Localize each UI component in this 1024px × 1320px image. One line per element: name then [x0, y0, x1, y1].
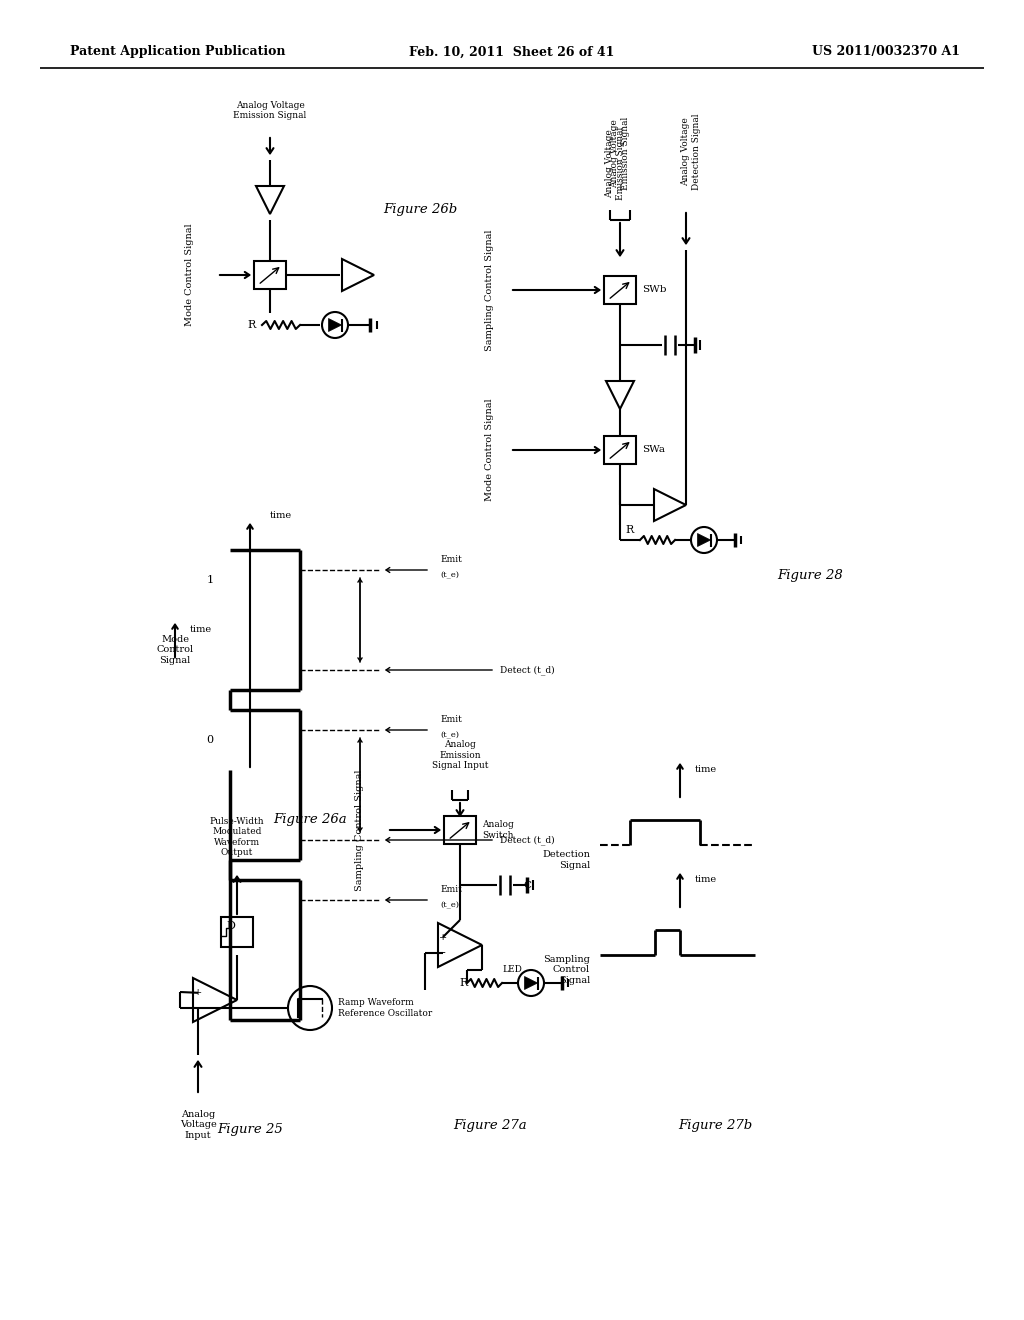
- Text: (t_e): (t_e): [440, 731, 459, 739]
- Text: (t_e): (t_e): [440, 902, 459, 909]
- Circle shape: [288, 986, 332, 1030]
- Polygon shape: [329, 318, 341, 331]
- Text: Feb. 10, 2011  Sheet 26 of 41: Feb. 10, 2011 Sheet 26 of 41: [410, 45, 614, 58]
- Text: Analog Voltage
Detection Signal: Analog Voltage Detection Signal: [681, 114, 700, 190]
- Text: D: D: [226, 921, 236, 931]
- Circle shape: [322, 312, 348, 338]
- Text: Analog
Emission
Signal Input: Analog Emission Signal Input: [432, 741, 488, 770]
- Text: R: R: [460, 978, 468, 987]
- Text: Analog
Voltage
Input: Analog Voltage Input: [179, 1110, 216, 1139]
- Text: Sampling Control Signal: Sampling Control Signal: [485, 230, 495, 351]
- Bar: [254, 261, 286, 289]
- Text: time: time: [695, 875, 717, 884]
- Text: Patent Application Publication: Patent Application Publication: [70, 45, 286, 58]
- Text: Mode
Control
Signal: Mode Control Signal: [157, 635, 194, 665]
- Polygon shape: [524, 977, 538, 990]
- Text: Sampling
Control
Signal: Sampling Control Signal: [543, 956, 590, 985]
- Text: Figure 26b: Figure 26b: [383, 203, 457, 216]
- Text: (t_e): (t_e): [440, 572, 459, 579]
- Text: Figure 27b: Figure 27b: [678, 1118, 752, 1131]
- Text: Figure 25: Figure 25: [217, 1123, 283, 1137]
- Text: time: time: [695, 766, 717, 775]
- Text: 0: 0: [207, 735, 214, 744]
- Bar: [221, 917, 253, 946]
- Circle shape: [691, 527, 717, 553]
- Text: C: C: [523, 880, 531, 890]
- Text: Analog Voltage
Emission Signal: Analog Voltage Emission Signal: [605, 127, 625, 201]
- Text: -: -: [197, 1003, 200, 1012]
- Text: Analog
Switch: Analog Switch: [482, 820, 514, 840]
- Text: Pulse-Width
Modulated
Waveform
Output: Pulse-Width Modulated Waveform Output: [210, 817, 264, 857]
- Text: R: R: [626, 525, 634, 535]
- Text: Figure 28: Figure 28: [777, 569, 843, 582]
- Text: 1: 1: [207, 576, 214, 585]
- Text: -: -: [441, 948, 444, 958]
- Text: US 2011/0032370 A1: US 2011/0032370 A1: [812, 45, 961, 58]
- Text: Detect (t_d): Detect (t_d): [500, 665, 555, 675]
- Text: Detection
Signal: Detection Signal: [542, 850, 590, 870]
- Text: Ramp Waveform
Reference Oscillator: Ramp Waveform Reference Oscillator: [338, 998, 432, 1018]
- Text: Emit: Emit: [440, 715, 462, 725]
- Bar: [604, 276, 636, 304]
- Text: Emit: Emit: [440, 886, 462, 895]
- Text: Figure 26a: Figure 26a: [273, 813, 347, 826]
- Text: LED: LED: [502, 965, 522, 974]
- Text: Sampling Control Signal: Sampling Control Signal: [355, 770, 365, 891]
- Text: Mode Control Signal: Mode Control Signal: [485, 399, 495, 502]
- Text: Mode Control Signal: Mode Control Signal: [185, 223, 195, 326]
- Text: Analog Voltage
Emission Signal: Analog Voltage Emission Signal: [610, 116, 630, 190]
- Bar: [604, 436, 636, 465]
- Text: +: +: [439, 933, 447, 941]
- Text: R: R: [248, 319, 256, 330]
- Polygon shape: [697, 533, 711, 546]
- Text: Emit: Emit: [440, 556, 462, 565]
- Text: SWa: SWa: [642, 446, 665, 454]
- Text: +: +: [194, 987, 202, 997]
- Text: Figure 27a: Figure 27a: [454, 1118, 526, 1131]
- Text: time: time: [270, 511, 292, 520]
- Text: Analog Voltage
Emission Signal: Analog Voltage Emission Signal: [233, 100, 306, 120]
- Text: time: time: [190, 626, 212, 635]
- Bar: [444, 816, 476, 843]
- Text: SWb: SWb: [642, 285, 667, 294]
- Text: Detect (t_d): Detect (t_d): [500, 836, 555, 845]
- Circle shape: [518, 970, 544, 997]
